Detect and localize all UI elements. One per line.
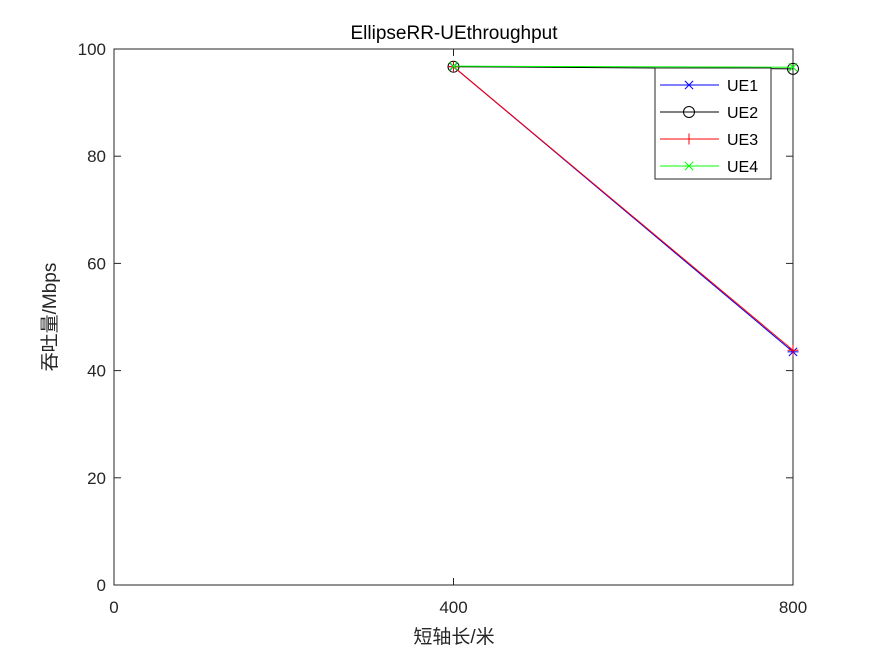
series-layer [447,60,799,357]
series-ue4 [449,61,798,72]
y-axis: 0 20 40 60 80 100 [78,40,793,595]
data-point [788,62,798,72]
legend-item: UE1 [660,78,758,95]
legend: UE1 UE2 UE3 UE4 [654,67,772,180]
data-point [449,61,458,71]
series-ue3 [448,61,799,356]
x-tick-label: 0 [109,598,118,617]
x-tick-label: 800 [779,598,807,617]
legend-label: UE4 [727,159,758,176]
legend-label: UE3 [727,132,758,149]
legend-marker [684,161,694,171]
legend-marker [683,133,695,145]
y-tick-label: 80 [87,147,106,166]
y-tick-label: 0 [97,576,106,595]
legend-marker [683,80,695,90]
data-point [787,344,799,356]
y-tick-label: 20 [87,469,106,488]
x-tick-label: 400 [439,598,467,617]
legend-item: UE3 [660,132,758,149]
x-axis: 0 400 800 [109,49,807,617]
legend-label: UE2 [727,105,758,122]
y-tick-label: 100 [78,40,106,59]
legend-label: UE1 [727,78,758,95]
legend-marker [683,106,695,118]
series-line [453,65,794,68]
legend-item: UE4 [660,159,758,176]
y-axis-label: 吞吐量/Mbps [39,263,61,372]
legend-box [654,67,772,180]
data-point [787,62,799,75]
y-tick-label: 40 [87,362,106,381]
series-line [453,66,794,351]
legend-item: UE2 [660,105,758,122]
x-axis-label: 短轴长/米 [413,626,494,648]
chart-title: EllipseRR-UEthroughput [351,23,559,44]
y-tick-label: 60 [87,254,106,273]
